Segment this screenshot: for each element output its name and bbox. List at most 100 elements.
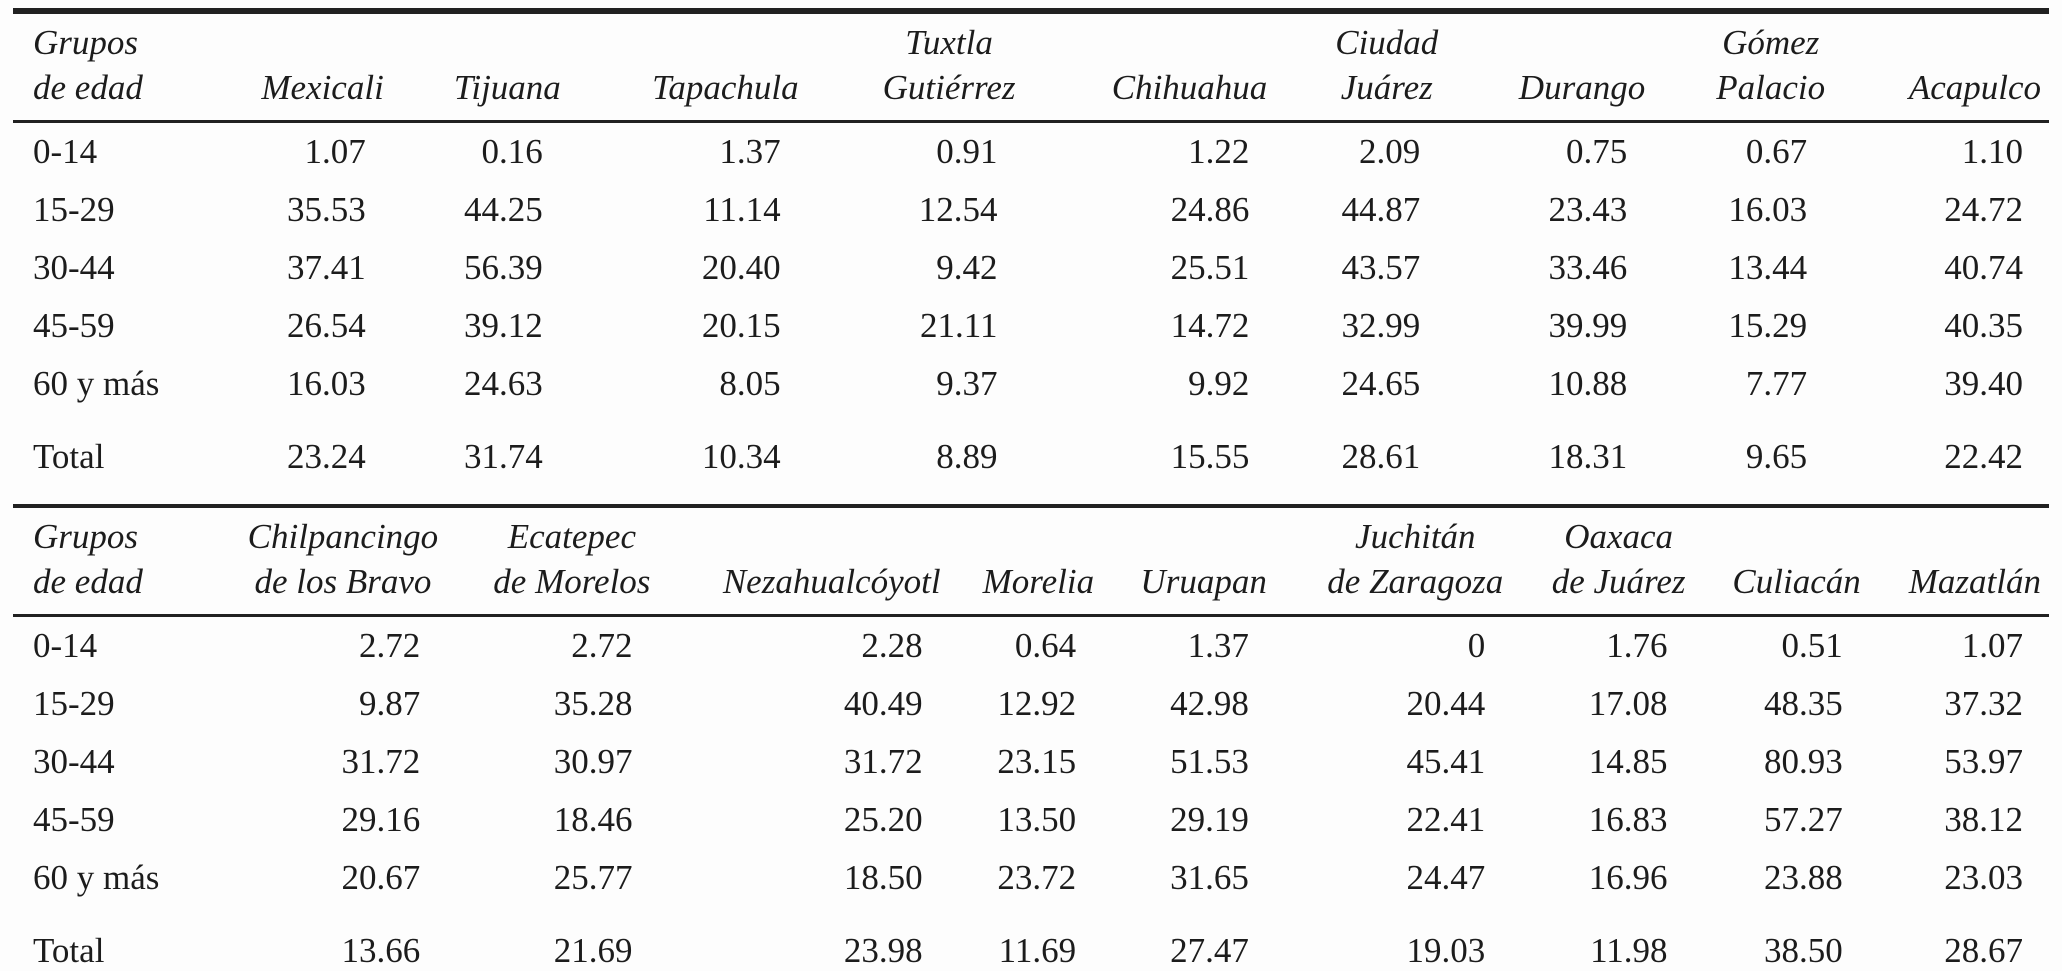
data-cell: 11.69 <box>998 931 1077 970</box>
data-cell: 9.42 <box>936 248 998 287</box>
data-cell: 11.98 <box>1590 931 1668 970</box>
data-cell: 44.25 <box>464 190 543 229</box>
data-cell: 22.41 <box>1406 800 1486 839</box>
data-cell: 37.41 <box>287 248 366 287</box>
data-cell: 35.28 <box>553 684 633 723</box>
data-cell: 30.97 <box>553 742 633 781</box>
data-cell: 0 <box>1467 626 1486 665</box>
data-cell: 11.14 <box>703 190 781 229</box>
table-row: 15-29 35.53 44.25 11.14 12.54 24.86 44.87 23.43… <box>13 181 2049 239</box>
header-line: Ecatepec <box>507 517 636 556</box>
data-cell: 7.77 <box>1745 364 1808 403</box>
data-cell: 29.19 <box>1170 800 1249 839</box>
header-line: Mazatlán <box>1908 562 2041 601</box>
data-cell: 18.46 <box>553 800 633 839</box>
city-name: Mazatlán <box>1909 559 2041 604</box>
data-cell: 1.07 <box>304 132 366 171</box>
city-name: Uruapan <box>1140 559 1266 604</box>
total-row: Total 23.24 31.74 10.34 8.89 15.55 28.61 18.31 9… <box>13 413 2049 488</box>
data-cell: 15.55 <box>1170 437 1250 476</box>
data-cell: 8.05 <box>719 364 781 403</box>
header-line: Nezahualcóyotl <box>722 562 941 601</box>
data-cell: 18.50 <box>843 858 923 897</box>
city-column-header: Gómez Palacio <box>1653 14 1833 122</box>
data-cell: 53.97 <box>1944 742 2023 781</box>
data-cell: 9.37 <box>936 364 998 403</box>
data-cell: 10.88 <box>1548 364 1628 403</box>
city-column-header: Culiacán <box>1694 508 1869 616</box>
header-line: Grupos <box>33 517 139 556</box>
data-cell: 24.86 <box>1170 190 1250 229</box>
data-cell: 13.66 <box>341 931 421 970</box>
header-line: Juárez <box>1340 68 1433 107</box>
top-rule <box>13 8 2049 14</box>
data-cell: 9.92 <box>1188 364 1250 403</box>
city-column-header: Tapachula <box>569 14 807 122</box>
city-column-header: Ciudad Juárez <box>1275 14 1446 122</box>
data-cell: 27.47 <box>1170 931 1249 970</box>
age-city-table-upper: Grupos de edad Mexicali Tijuana Tapachula Tux… <box>13 14 2049 488</box>
header-line: de Morelos <box>493 562 651 601</box>
table-row: 0-14 2.72 2.72 2.28 0.64 1.37 0 1.76 0.51 1.07 <box>13 616 2049 676</box>
data-cell: 44.87 <box>1341 190 1421 229</box>
data-cell: 56.39 <box>464 248 543 287</box>
data-cell: 28.67 <box>1944 931 2023 970</box>
header-line: Tapachula <box>652 68 799 107</box>
data-cell: 17.08 <box>1588 684 1668 723</box>
header-row: Grupos de edad Mexicali Tijuana Tapachula Tux… <box>13 14 2049 122</box>
data-cell: 0.16 <box>481 132 543 171</box>
city-column-header: Ecatepec de Morelos <box>446 508 658 616</box>
data-cell: 38.12 <box>1944 800 2023 839</box>
data-cell: 21.11 <box>920 306 998 345</box>
data-cell: 0.51 <box>1781 626 1843 665</box>
data-cell: 15.29 <box>1728 306 1808 345</box>
data-cell: 23.43 <box>1548 190 1628 229</box>
city-name: Mexicali <box>261 65 383 110</box>
data-cell: 24.65 <box>1341 364 1421 403</box>
data-cell: 32.99 <box>1341 306 1421 345</box>
city-name: Juchitán de Zaragoza <box>1327 514 1503 604</box>
city-name: Nezahualcóyotl <box>723 559 941 604</box>
data-cell: 23.72 <box>997 858 1077 897</box>
header-line: de los Bravo <box>254 562 432 601</box>
header-line: de Juárez <box>1551 562 1686 601</box>
table-row: 30-44 31.72 30.97 31.72 23.15 51.53 45.41 14.85… <box>13 733 2049 791</box>
data-cell: 9.65 <box>1745 437 1808 476</box>
data-cell: 20.40 <box>701 248 781 287</box>
data-cell: 23.98 <box>843 931 923 970</box>
data-cell: 39.40 <box>1944 364 2023 403</box>
city-name: Ecatepec de Morelos <box>493 514 650 604</box>
header-line: Culiacán <box>1732 562 1861 601</box>
row-label: 30-44 <box>33 742 115 781</box>
data-cell: 2.72 <box>358 626 421 665</box>
row-label: Total <box>33 931 105 970</box>
row-label: 60 y más <box>33 858 160 897</box>
data-cell: 18.31 <box>1548 437 1628 476</box>
city-name: Durango <box>1519 65 1645 110</box>
data-cell: 12.92 <box>997 684 1077 723</box>
header-line: Gutiérrez <box>882 68 1016 107</box>
data-cell: 22.42 <box>1944 437 2023 476</box>
data-cell: 28.61 <box>1341 437 1421 476</box>
table-row: 60 y más 20.67 25.77 18.50 23.72 31.65 24.47 16… <box>13 849 2049 907</box>
data-cell: 39.99 <box>1548 306 1628 345</box>
data-cell: 40.74 <box>1944 248 2023 287</box>
data-cell: 8.89 <box>936 437 998 476</box>
city-column-header: Oaxaca de Juárez <box>1511 508 1693 616</box>
data-cell: 39.12 <box>464 306 543 345</box>
data-cell: 48.35 <box>1763 684 1843 723</box>
header-line: Oaxaca <box>1564 517 1674 556</box>
data-cell: 0.67 <box>1745 132 1808 171</box>
row-label: 15-29 <box>33 684 115 723</box>
city-column-header: Durango <box>1446 14 1653 122</box>
data-cell: 24.63 <box>464 364 543 403</box>
data-cell: 45.41 <box>1406 742 1486 781</box>
data-cell: 1.37 <box>1187 626 1249 665</box>
header-row: Grupos de edad Chilpancingo de los Bravo Eca… <box>13 508 2049 616</box>
header-line: Acapulco <box>1908 68 2041 107</box>
city-name: Ciudad Juárez <box>1335 20 1438 110</box>
data-cell: 16.96 <box>1588 858 1668 897</box>
row-label: 60 y más <box>33 364 160 403</box>
city-name: Chilpancingo de los Bravo <box>248 514 439 604</box>
header-line: Grupos <box>33 23 139 62</box>
